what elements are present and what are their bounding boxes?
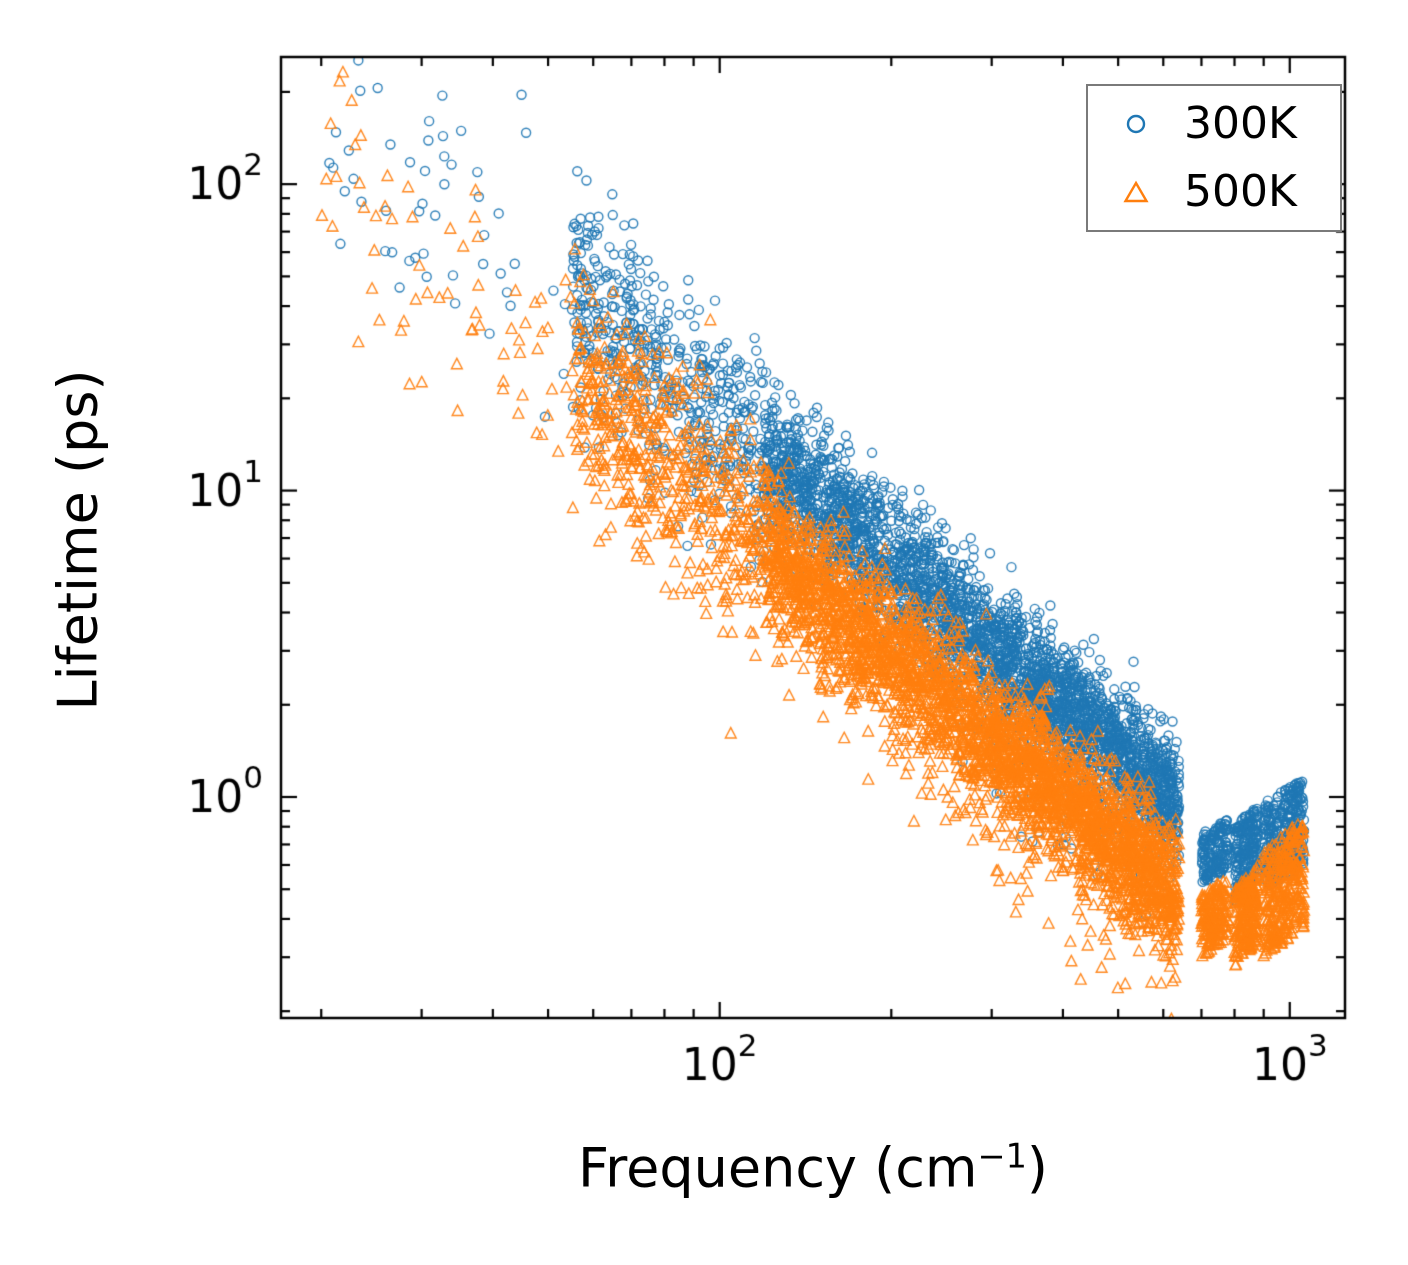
x-axis-label-prefix: Frequency (cm: [578, 1136, 978, 1200]
x-axis-label: Frequency (cm−1): [578, 1137, 1048, 1200]
triangle-marker-icon: [1088, 180, 1184, 204]
legend-entry-500k: 500K: [1088, 161, 1340, 223]
legend-circle-glyph: [1126, 114, 1146, 133]
y-axis-label: Lifetime (ps): [46, 369, 110, 711]
legend-label-500k: 500K: [1184, 166, 1297, 218]
x-axis-label-superscript: −1: [977, 1136, 1027, 1176]
legend-triangle-glyph: [1123, 180, 1149, 203]
legend-label-300k: 300K: [1184, 97, 1297, 149]
circle-marker-icon: [1088, 112, 1184, 136]
legend-entry-300k: 300K: [1088, 93, 1340, 155]
x-axis-label-suffix: ): [1026, 1136, 1048, 1200]
legend: 300K 500K: [1086, 84, 1342, 232]
